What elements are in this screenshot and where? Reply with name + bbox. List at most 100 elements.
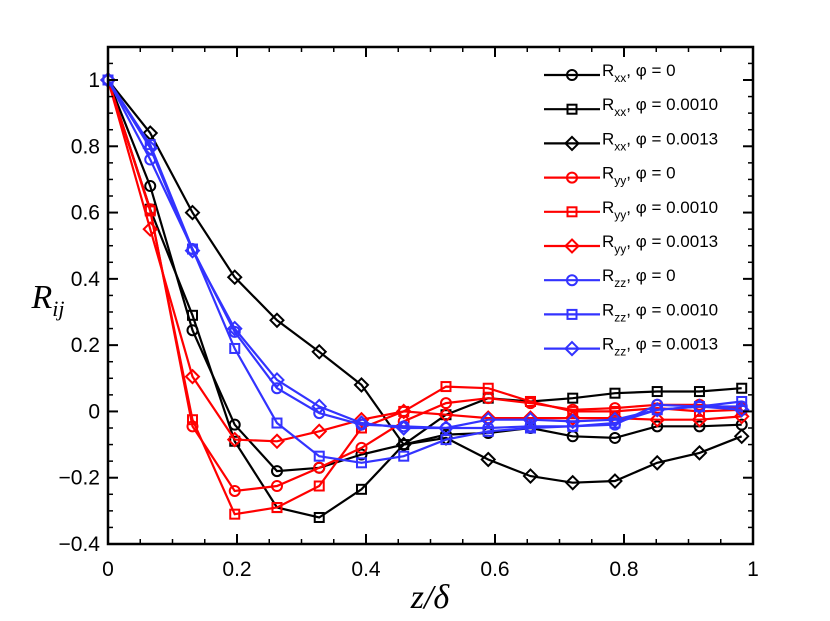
data-point-diamond	[522, 468, 539, 484]
data-point-diamond	[184, 368, 201, 385]
series-layer	[100, 72, 750, 523]
legend-marker-circle	[566, 69, 578, 81]
y-tick-label: 0.6	[71, 202, 100, 225]
data-point-square	[609, 387, 621, 399]
data-point-diamond	[649, 401, 666, 418]
legend-label-main: R	[602, 300, 614, 319]
legend-label-sub: zz	[614, 310, 626, 324]
legend-label: Rxx, φ = 0	[602, 61, 676, 85]
legend-label-rest: , φ = 0.0013	[626, 232, 718, 251]
data-point-diamond	[395, 420, 412, 436]
data-point-square	[440, 381, 452, 393]
data-point-diamond	[353, 411, 370, 428]
legend-label-sub: xx	[614, 139, 626, 153]
data-point-diamond	[269, 433, 285, 450]
legend-marker-diamond	[564, 238, 580, 254]
data-point-diamond	[480, 451, 497, 468]
data-point-square	[736, 395, 748, 407]
y-tick-label: 0.8	[71, 135, 100, 158]
legend-label-main: R	[602, 129, 614, 148]
data-point-diamond	[564, 474, 581, 491]
legend-label-main: R	[602, 198, 614, 217]
series-line-5	[106, 79, 742, 516]
legend-label-rest: , φ = 0.0010	[626, 300, 718, 319]
data-point-diamond	[607, 473, 623, 489]
x-tick-label: 0.4	[351, 558, 381, 581]
data-point-circle	[228, 484, 241, 497]
data-point-diamond	[142, 140, 159, 156]
y-axis-title-main: R	[30, 279, 52, 316]
legend-item: Ryy, φ = 0.0010	[544, 198, 718, 222]
legend-item: Ryy, φ = 0	[544, 164, 676, 188]
data-point-square	[567, 392, 579, 404]
series-line-6	[106, 79, 742, 443]
y-tick-label: −0.4	[59, 533, 101, 556]
x-tick-label: 1	[747, 558, 759, 581]
legend-label-sub: yy	[614, 242, 626, 256]
series-line-8	[107, 79, 742, 464]
legend-marker-circle	[566, 171, 578, 184]
legend-marker-circle	[566, 274, 578, 287]
legend-item: Rzz, φ = 0	[544, 266, 676, 290]
data-point-square	[313, 511, 325, 523]
data-point-square	[313, 450, 325, 462]
data-point-circle	[608, 431, 621, 444]
legend-marker-square	[566, 308, 578, 320]
legend-label: Rzz, φ = 0.0013	[602, 335, 718, 359]
legend-label-rest: , φ = 0	[626, 61, 675, 80]
x-tick-label: 0.6	[480, 558, 509, 581]
legend-label-sub: zz	[614, 345, 626, 359]
data-point-diamond	[438, 420, 454, 436]
x-axis-title: z/δ	[410, 579, 451, 616]
series-6	[100, 72, 750, 450]
legend-label-main: R	[602, 61, 614, 80]
data-point-circle	[355, 448, 368, 461]
data-point-diamond	[142, 221, 159, 238]
legend-label-sub: zz	[614, 276, 626, 290]
legend-label-main: R	[602, 266, 614, 285]
legend-label-sub: xx	[614, 71, 626, 85]
data-point-square	[524, 395, 536, 407]
series-9	[100, 72, 750, 436]
data-point-circle	[313, 461, 326, 474]
data-point-square	[229, 342, 241, 354]
ticks-layer: 0 0.2 0.4 0.6 0.8 1 −0.4 −0.2 0 0.2 0.4 0.6 0.8 1	[59, 47, 759, 581]
data-point-diamond	[184, 242, 201, 259]
data-point-square	[524, 422, 536, 434]
data-point-diamond	[522, 410, 539, 426]
legend-label-main: R	[602, 164, 614, 183]
legend-marker-square	[566, 103, 578, 115]
data-point-square	[693, 386, 705, 398]
y-axis-title: Rij	[30, 279, 64, 321]
legend-item: Rxx, φ = 0	[544, 61, 676, 85]
legend-item: Rzz, φ = 0.0013	[544, 335, 718, 359]
legend-label-sub: xx	[614, 105, 626, 119]
data-point-diamond	[733, 401, 750, 418]
data-point-diamond	[649, 411, 666, 428]
y-axis-title-sub: ij	[52, 296, 64, 321]
legend-label-main: R	[602, 232, 614, 251]
data-point-square	[271, 502, 283, 514]
data-point-diamond	[395, 403, 412, 420]
data-point-diamond	[226, 269, 243, 286]
series-3	[100, 72, 750, 491]
legend-label: Ryy, φ = 0.0013	[602, 232, 718, 256]
data-point-circle	[355, 441, 368, 454]
data-point-circle	[144, 180, 157, 193]
data-point-square	[736, 382, 748, 394]
data-point-circle	[313, 407, 326, 420]
data-point-diamond	[564, 413, 581, 430]
legend-marker-square	[566, 206, 578, 218]
data-point-square	[651, 386, 663, 398]
series-line-3	[107, 79, 743, 484]
x-tick-label: 0	[102, 558, 114, 581]
y-tick-label: 1	[88, 69, 100, 92]
legend-label: Rxx, φ = 0.0010	[602, 95, 718, 119]
data-point-square	[271, 417, 283, 429]
data-point-diamond	[311, 423, 328, 440]
legend-label-rest: , φ = 0.0010	[626, 198, 718, 217]
legend-item: Rxx, φ = 0.0010	[544, 95, 718, 119]
data-point-diamond	[522, 411, 539, 428]
y-tick-label: 0	[88, 400, 100, 423]
